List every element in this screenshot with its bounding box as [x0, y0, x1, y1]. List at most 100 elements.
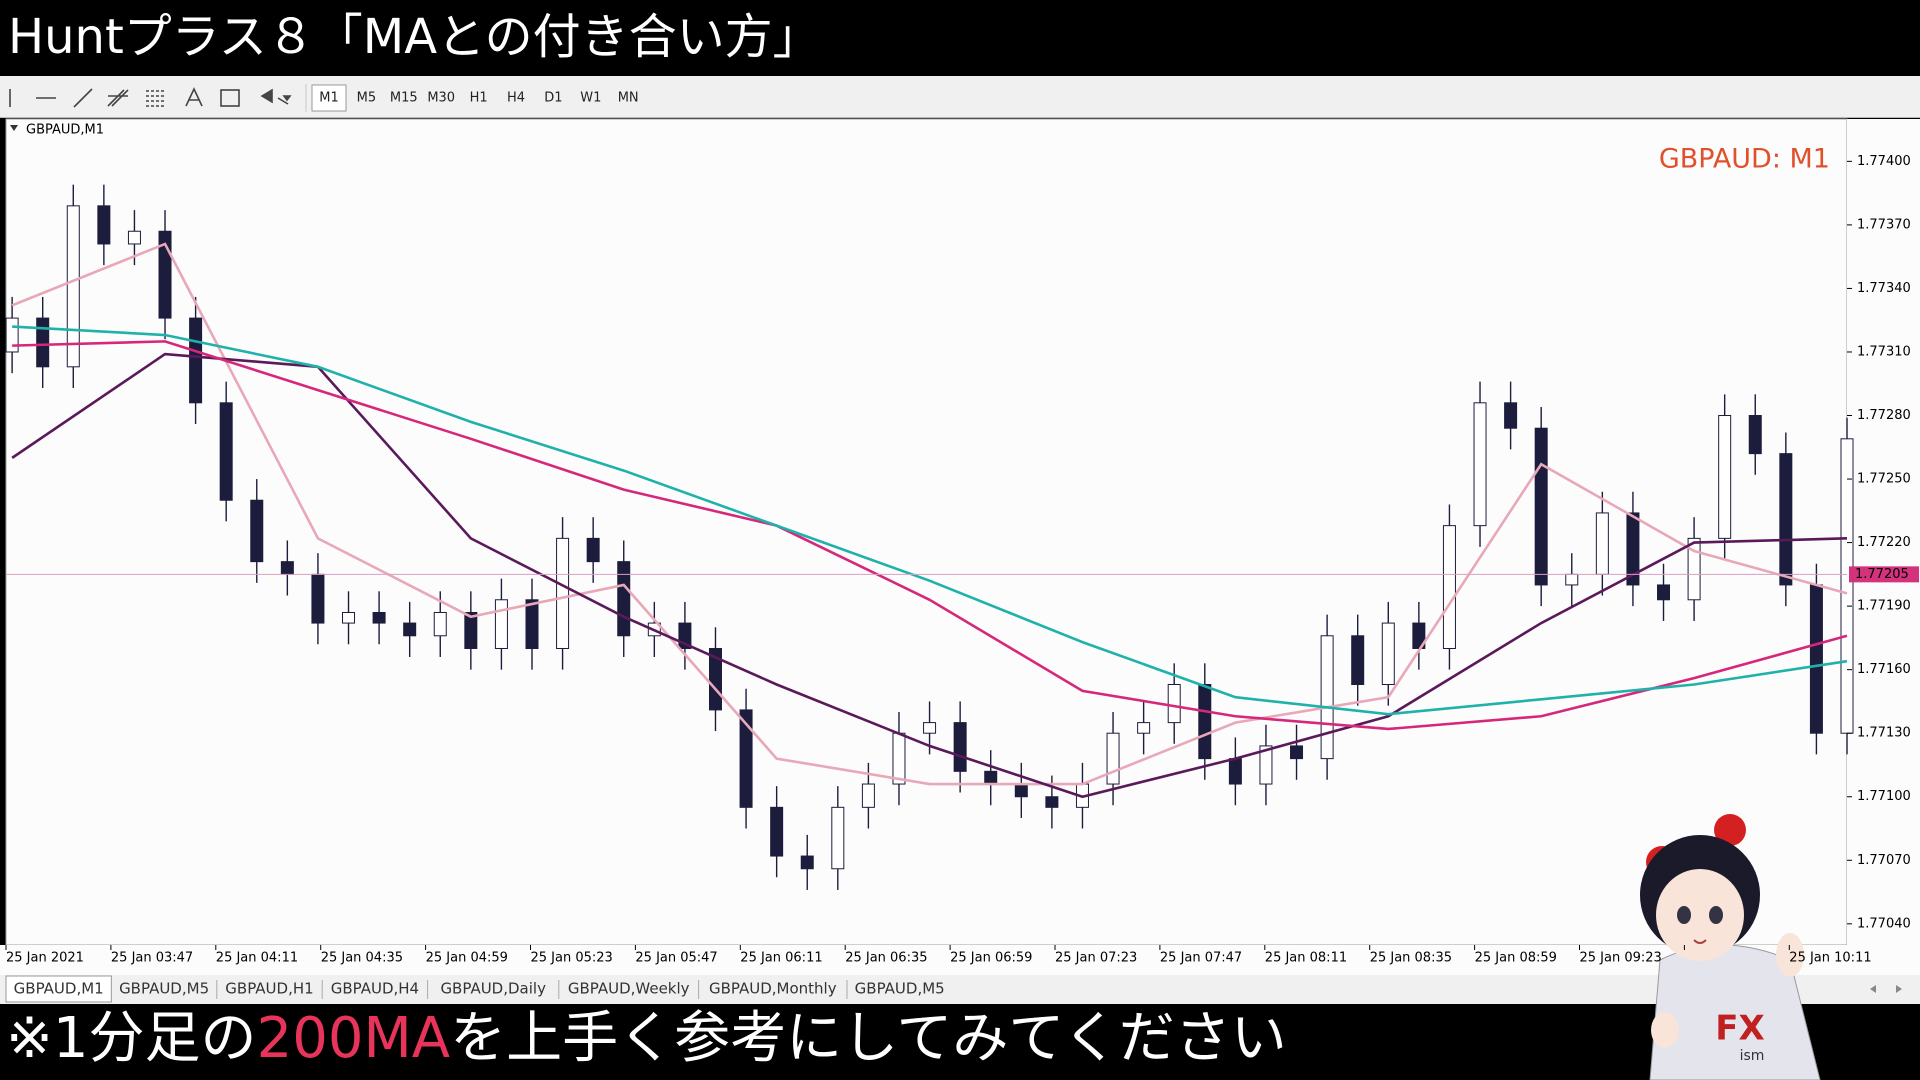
candle-body: [1198, 683, 1212, 760]
timeframe-button[interactable]: MN: [618, 91, 639, 106]
candle-body: [464, 611, 478, 649]
timeframe-button[interactable]: H1: [470, 91, 488, 106]
avatar-bangs: [1656, 852, 1744, 880]
chart-tab[interactable]: GBPAUD,M5: [119, 980, 209, 998]
x-tick-label: 25 Jan 07:23: [1055, 951, 1137, 966]
candle-body: [403, 622, 417, 637]
y-tick-label: 1.77130: [1857, 726, 1911, 741]
avatar-bow: [1714, 814, 1746, 846]
subtitle-bar: [0, 1004, 1920, 1080]
chart-tabs: GBPAUD,M1 GBPAUD,M5 GBPAUD,H1 GBPAUD,H4 GBPA…: [5, 975, 945, 1003]
candle-body: [219, 402, 233, 501]
candle-body: [1626, 512, 1640, 586]
x-tick-label: 25 Jan 05:47: [635, 951, 717, 966]
avatar-face: [1656, 869, 1744, 961]
candle-body: [800, 855, 814, 870]
candle-body: [739, 709, 753, 808]
x-tick-label: 25 Jan 08:11: [1265, 951, 1347, 966]
tab-bar: [0, 975, 1920, 1004]
candle-body: [1259, 745, 1273, 785]
moving-average: [11, 242, 1848, 786]
candle-body: [525, 599, 539, 649]
video-title: Huntプラス８「MAとの付き合い方」: [8, 9, 821, 65]
y-tick-label: 1.77280: [1857, 408, 1911, 423]
candle-body: [66, 205, 80, 368]
timeframe-button[interactable]: M15: [390, 91, 418, 106]
candle-body: [1290, 745, 1304, 760]
chart-tab[interactable]: GBPAUD,Weekly: [568, 980, 690, 998]
y-tick-label: 1.77370: [1857, 217, 1911, 232]
y-tick-label: 1.77190: [1857, 599, 1911, 614]
chart-tab[interactable]: GBPAUD,H4: [331, 980, 419, 998]
chart-tab[interactable]: GBPAUD,H1: [225, 980, 313, 998]
chart-tab[interactable]: GBPAUD,Daily: [440, 980, 546, 998]
candle-body: [586, 537, 600, 563]
chart-tab[interactable]: GBPAUD,M1: [14, 980, 104, 998]
chart-tab[interactable]: GBPAUD,Monthly: [709, 980, 837, 998]
tool-arrows[interactable]: [260, 88, 292, 105]
candle-body: [1228, 758, 1242, 785]
avatar-logo-sub: ism: [1740, 1048, 1765, 1064]
x-tick-label: 25 Jan 06:35: [845, 951, 927, 966]
x-tick-label: 25 Jan 06:11: [740, 951, 822, 966]
candle-body: [1809, 584, 1823, 734]
x-tick-label: 25 Jan 03:47: [111, 951, 193, 966]
candle-body: [1137, 722, 1151, 734]
candle-body: [280, 561, 294, 575]
candle-body: [494, 599, 508, 649]
y-tick-label: 1.77340: [1857, 281, 1911, 296]
candle-body: [1106, 732, 1120, 785]
y-tick-label: 1.77070: [1857, 853, 1911, 868]
timeframe-button[interactable]: H4: [507, 91, 525, 106]
x-tick-label: 25 Jan 07:47: [1160, 951, 1242, 966]
candle-body: [556, 537, 570, 649]
x-tick-label: 25 Jan 04:11: [216, 951, 298, 966]
candle-body: [1657, 584, 1671, 601]
drawing-tools: [9, 87, 292, 108]
chart-tab[interactable]: GBPAUD,M5: [855, 980, 945, 998]
candle-body: [1014, 783, 1028, 798]
candle-body: [1565, 573, 1579, 586]
candle-body: [97, 205, 111, 245]
avatar-logo: FX: [1715, 1009, 1764, 1049]
tool-label[interactable]: [220, 89, 240, 107]
timeframe-button[interactable]: D1: [544, 91, 562, 106]
candle-body: [1779, 453, 1793, 586]
tool-channel[interactable]: [107, 89, 129, 107]
timeframe-button[interactable]: W1: [580, 91, 601, 106]
candle-body: [892, 732, 906, 785]
x-tick-label: 25 Jan 04:59: [426, 951, 508, 966]
tool-fibo[interactable]: [146, 90, 166, 107]
timeframe-button[interactable]: M1: [319, 91, 339, 106]
x-tick-label: 25 Jan 2021: [6, 951, 84, 966]
candle-body: [433, 611, 447, 637]
candle-body: [1167, 683, 1181, 724]
y-tick-label: 1.77400: [1857, 154, 1911, 169]
timeframe-button[interactable]: M5: [357, 91, 377, 106]
candle-body: [617, 561, 631, 637]
x-tick-label: 25 Jan 06:59: [950, 951, 1032, 966]
candle-body: [342, 611, 356, 624]
candle-body: [127, 230, 141, 245]
tool-text[interactable]: [185, 87, 203, 107]
timeframe-button[interactable]: M30: [427, 91, 455, 106]
candle-body: [1442, 525, 1456, 649]
candle-body: [1045, 796, 1059, 808]
candle-body: [770, 806, 784, 857]
candle-body: [1351, 635, 1365, 685]
timeframe-active: [311, 84, 347, 112]
current-price-label: 1.77205: [1855, 567, 1909, 582]
subtitle: ※1分足の200MAを上手く参考にしてみてください: [6, 1006, 1287, 1071]
tab-active: [5, 975, 112, 1003]
candle-body: [984, 770, 998, 785]
avatar: FX ism: [1640, 814, 1821, 1080]
candle-body: [1534, 427, 1548, 586]
y-tick-label: 1.77220: [1857, 535, 1911, 550]
candle-body: [311, 573, 325, 624]
candle-body: [1381, 622, 1395, 685]
symbol-label: GBPAUD,M1: [26, 123, 104, 138]
tool-trendline[interactable]: [73, 88, 93, 108]
candle-body: [372, 611, 386, 624]
avatar-hand: [1776, 933, 1804, 977]
y-tick-label: 1.77040: [1857, 916, 1911, 931]
